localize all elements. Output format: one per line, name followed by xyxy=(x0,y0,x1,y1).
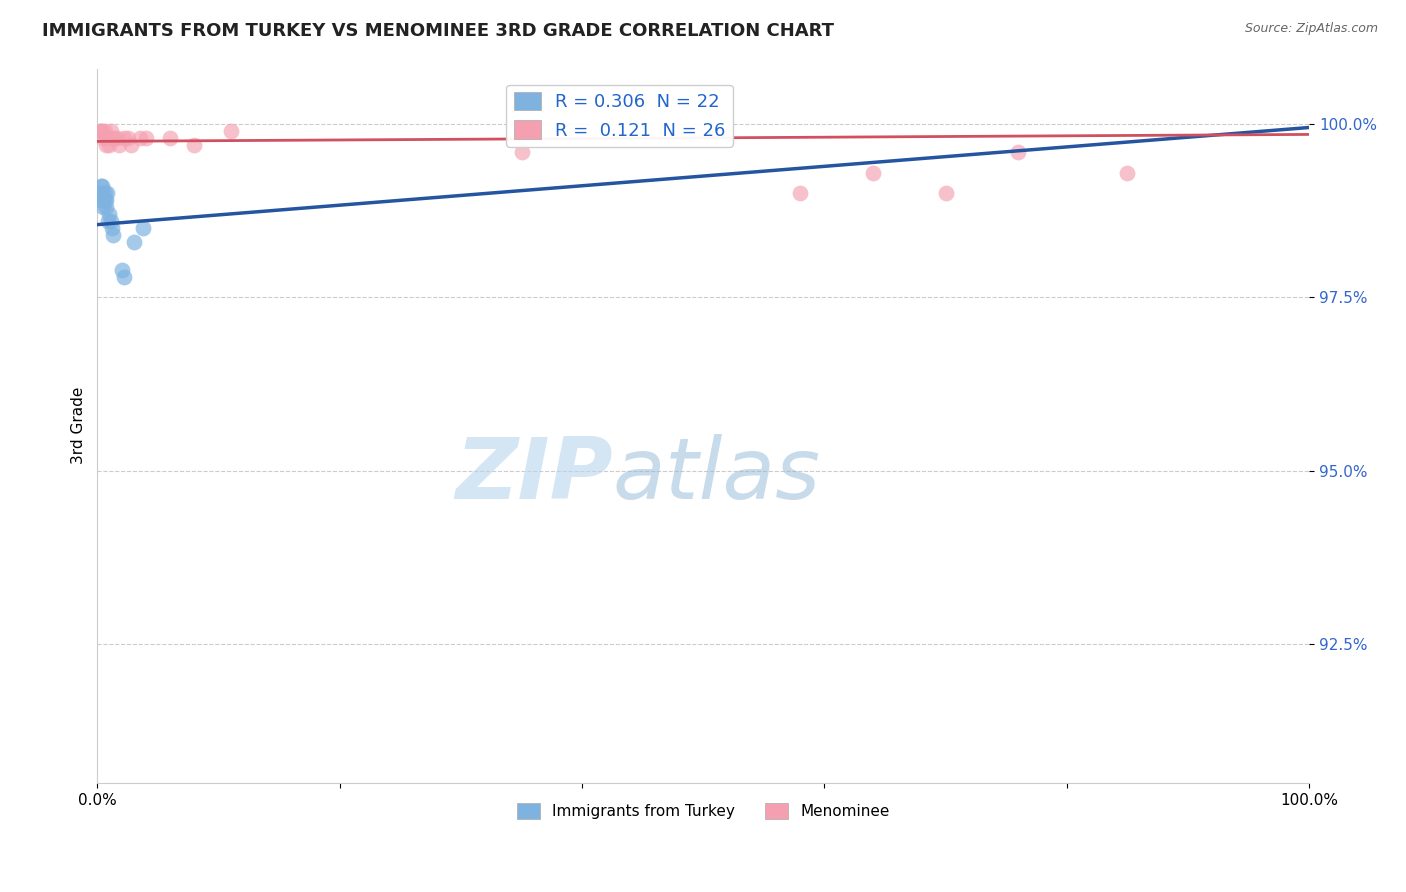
Point xyxy=(112,269,135,284)
Point xyxy=(105,131,128,145)
Point xyxy=(90,179,112,194)
Point xyxy=(100,124,122,138)
Text: Source: ZipAtlas.com: Source: ZipAtlas.com xyxy=(1244,22,1378,36)
Point xyxy=(93,186,115,201)
Point xyxy=(98,207,121,221)
Point xyxy=(101,227,124,242)
Y-axis label: 3rd Grade: 3rd Grade xyxy=(72,387,86,465)
Point xyxy=(862,165,884,179)
Point xyxy=(101,221,124,235)
Point xyxy=(91,186,114,201)
Point xyxy=(122,235,145,249)
Point xyxy=(219,124,242,138)
Point xyxy=(132,221,155,235)
Point xyxy=(1116,165,1139,179)
Point xyxy=(117,131,139,145)
Point xyxy=(128,131,150,145)
Point xyxy=(87,186,110,201)
Point xyxy=(103,131,125,145)
Point xyxy=(100,214,122,228)
Point xyxy=(91,124,114,138)
Legend: Immigrants from Turkey, Menominee: Immigrants from Turkey, Menominee xyxy=(510,797,896,825)
Point xyxy=(93,131,115,145)
Point xyxy=(93,194,115,208)
Point xyxy=(96,131,118,145)
Point xyxy=(90,124,112,138)
Point xyxy=(789,186,811,201)
Point xyxy=(93,200,115,214)
Point xyxy=(96,186,118,201)
Point xyxy=(112,131,135,145)
Text: ZIP: ZIP xyxy=(454,434,613,517)
Point xyxy=(93,194,115,208)
Point xyxy=(120,137,142,152)
Point xyxy=(89,194,111,208)
Point xyxy=(89,124,111,138)
Point xyxy=(90,186,112,201)
Point xyxy=(94,194,117,208)
Point xyxy=(159,131,181,145)
Point xyxy=(1007,145,1029,159)
Point xyxy=(935,186,957,201)
Point xyxy=(98,137,121,152)
Point xyxy=(510,145,533,159)
Point xyxy=(91,179,114,194)
Point xyxy=(94,200,117,214)
Point xyxy=(110,262,132,277)
Text: atlas: atlas xyxy=(613,434,820,517)
Point xyxy=(108,137,131,152)
Text: IMMIGRANTS FROM TURKEY VS MENOMINEE 3RD GRADE CORRELATION CHART: IMMIGRANTS FROM TURKEY VS MENOMINEE 3RD … xyxy=(42,22,834,40)
Point xyxy=(97,214,120,228)
Point xyxy=(135,131,157,145)
Point xyxy=(94,137,117,152)
Point xyxy=(183,137,205,152)
Point xyxy=(93,124,115,138)
